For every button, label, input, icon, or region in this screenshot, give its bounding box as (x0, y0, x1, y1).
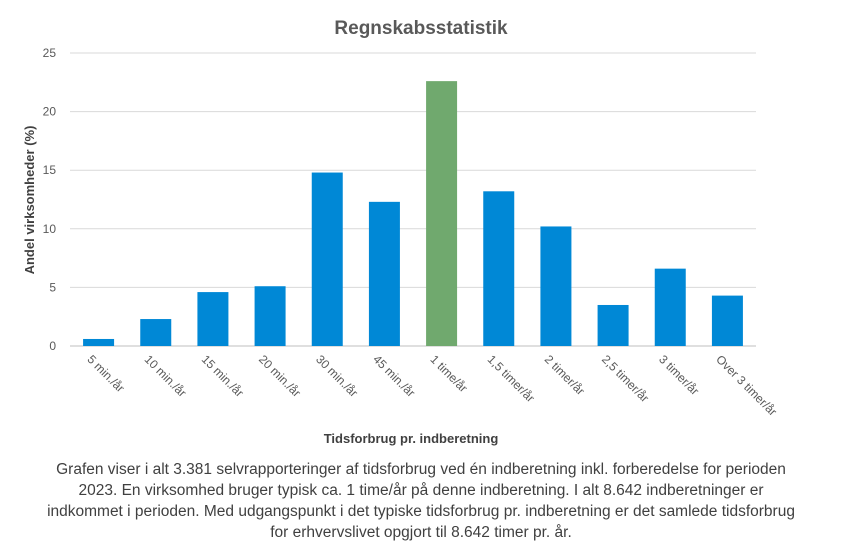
bar (83, 338, 115, 346)
y-tick-label: 25 (43, 46, 57, 60)
bar (368, 201, 400, 346)
x-tick-label: 10 min./år (142, 352, 190, 400)
bar (140, 319, 172, 346)
chart-caption: Grafen viser i alt 3.381 selvrapporterin… (47, 461, 795, 541)
x-tick-label: 1 time/år (427, 352, 470, 395)
y-tick-label: 5 (49, 280, 56, 294)
gridlines (70, 52, 756, 347)
y-tick-label: 10 (43, 222, 57, 236)
x-axis-title: Tidsforbrug pr. indberetning (324, 431, 499, 446)
y-tick-label: 0 (49, 339, 56, 353)
chart-title: Regnskabsstatistik (334, 18, 508, 39)
y-axis-title: Andel virksomheder (%) (22, 126, 37, 275)
x-tick-label: Over 3 timer/år (713, 352, 779, 418)
bars (83, 81, 743, 347)
y-tick-label: 15 (43, 163, 57, 177)
y-tick-label: 20 (43, 105, 57, 119)
x-tick-label: 3 timer/år (656, 352, 702, 398)
bar (426, 81, 458, 347)
bar (254, 286, 286, 346)
x-tick-label: 1,5 timer/år (485, 352, 538, 405)
x-axis-ticks: 5 min./år 10 min./år 15 min./år 20 min./år 3… (84, 352, 779, 418)
bar (197, 292, 229, 346)
x-tick-label: 45 min./år (370, 352, 418, 400)
bar (711, 295, 743, 346)
x-tick-label: 5 min./år (84, 352, 127, 395)
bar (654, 268, 686, 346)
bar (540, 226, 572, 346)
x-tick-label: 30 min./år (313, 352, 361, 400)
x-tick-label: 20 min./år (256, 352, 304, 400)
y-axis-ticks: 0 5 10 15 20 25 (43, 46, 57, 353)
bar (311, 172, 343, 346)
x-tick-label: 2 timer/år (542, 352, 588, 398)
bar (483, 191, 515, 346)
bar (597, 304, 629, 346)
x-tick-label: 2,5 timer/år (599, 352, 652, 405)
x-tick-label: 15 min./år (199, 352, 247, 400)
